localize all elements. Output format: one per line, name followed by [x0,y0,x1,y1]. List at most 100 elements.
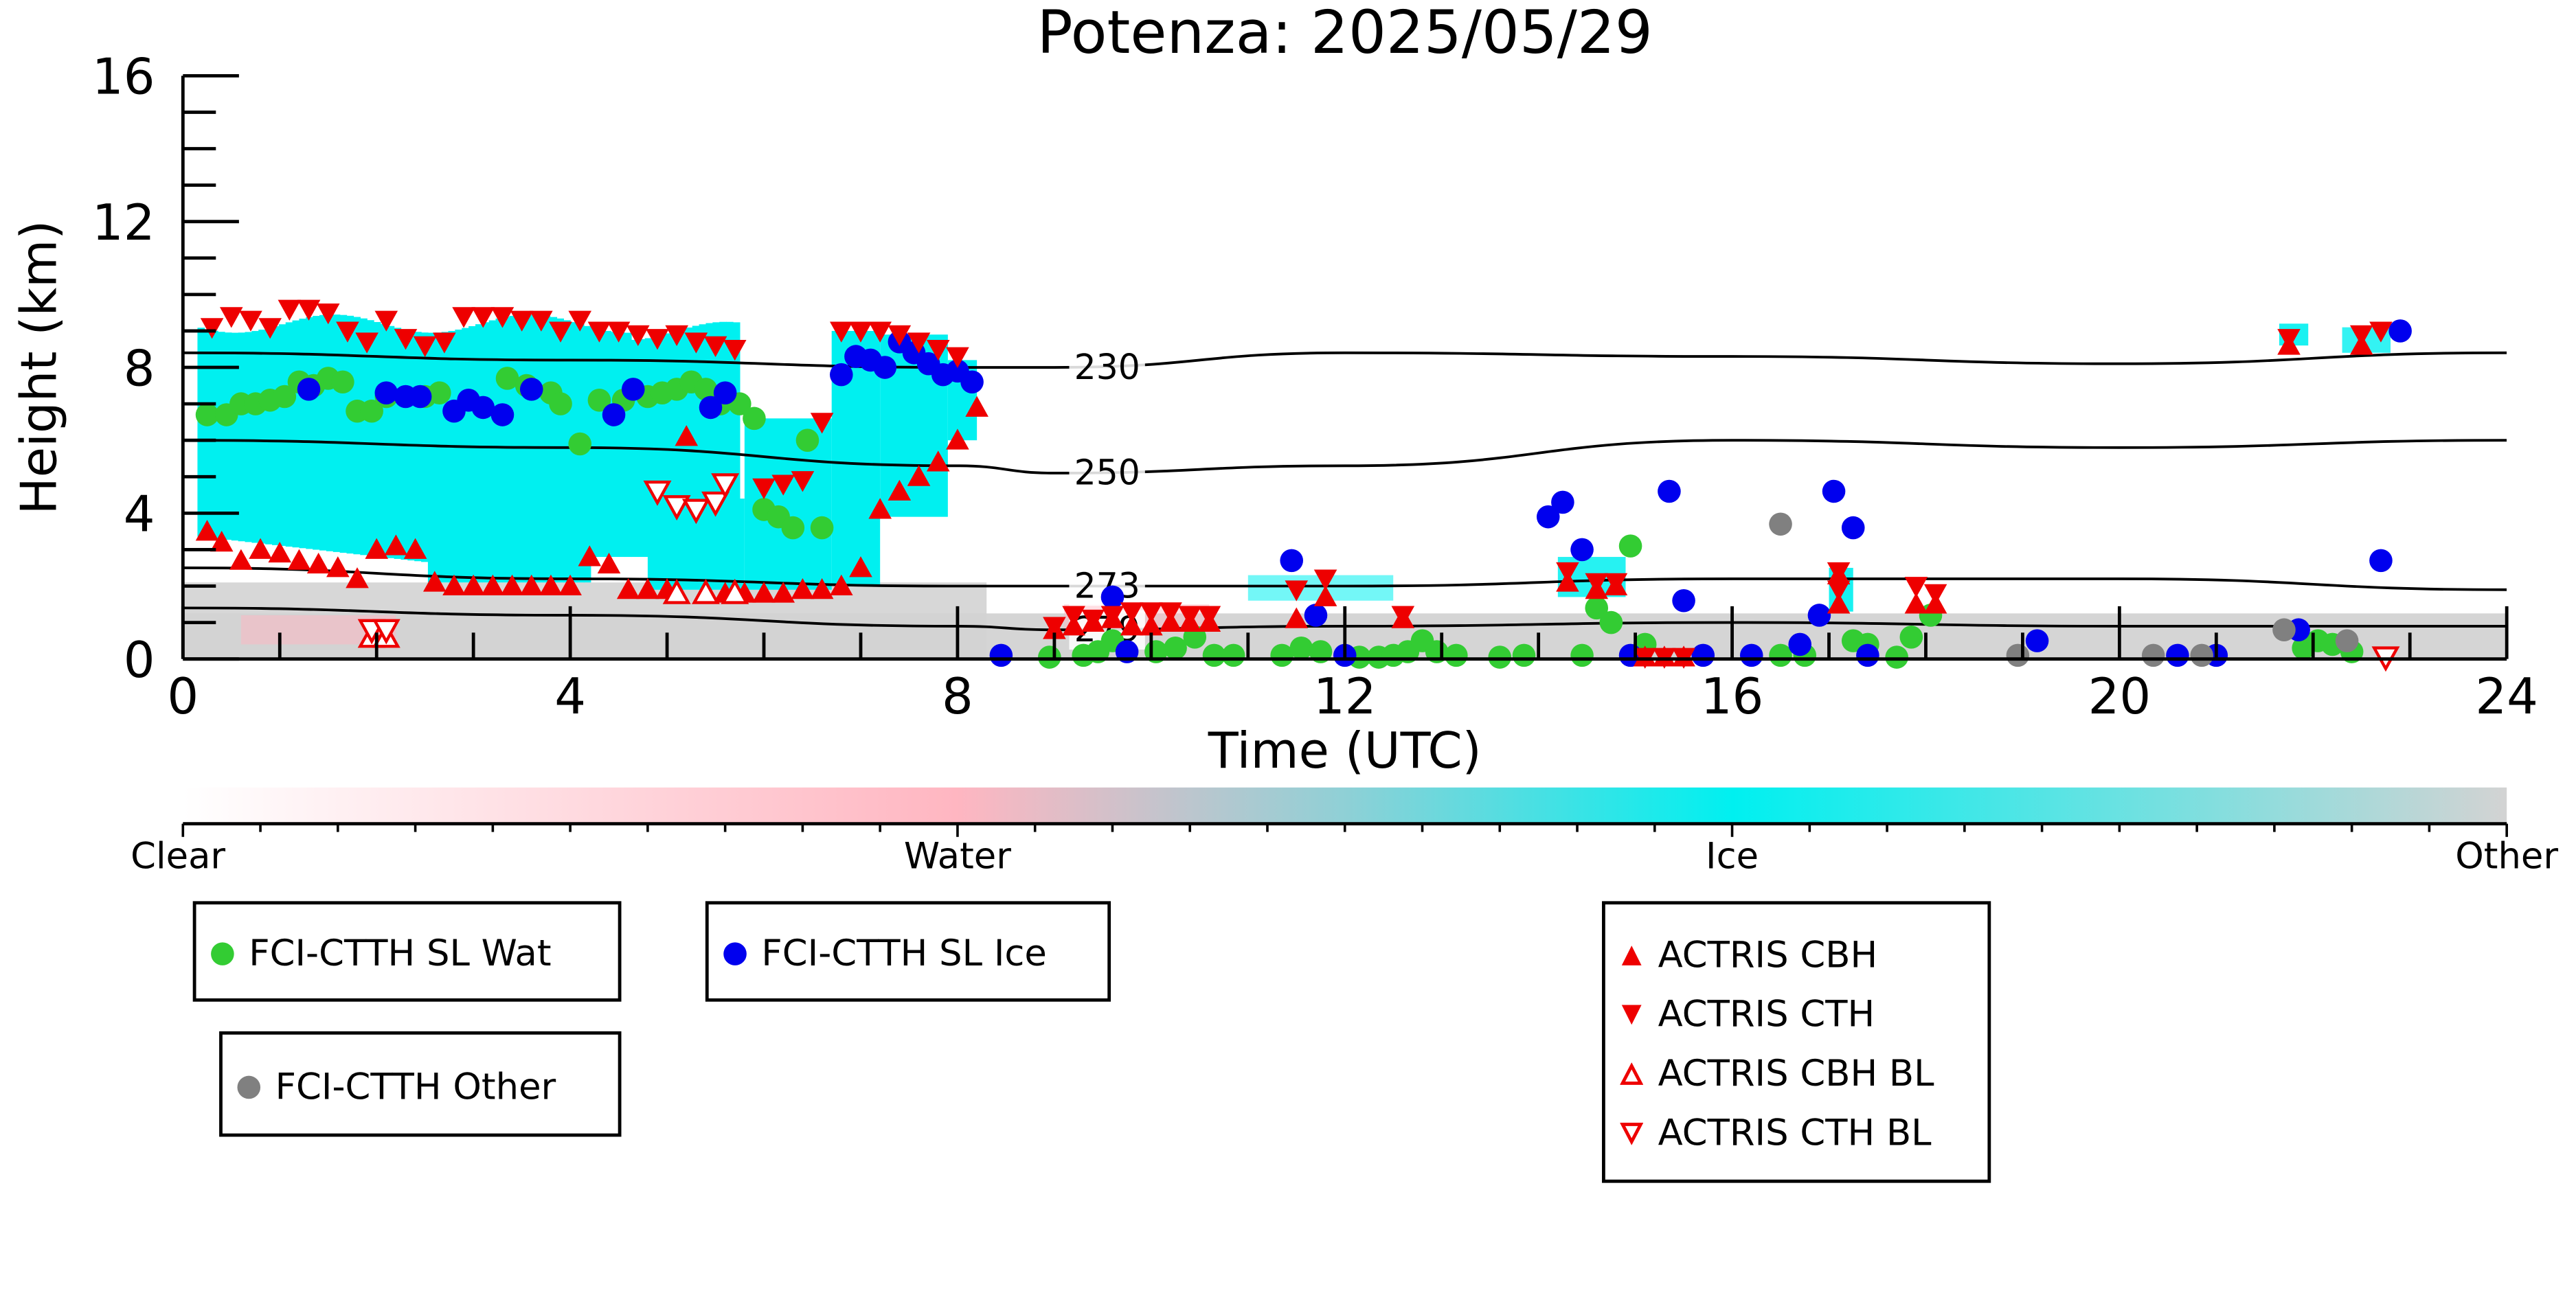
data-point [1120,602,1144,623]
data-point [888,325,912,347]
red-triangle-down-outline-icon [1618,1113,1645,1154]
cloud-band [271,326,280,545]
data-point [907,465,931,486]
data-point [1280,549,1304,573]
data-point [306,552,330,574]
data-point [1739,643,1763,667]
y-axis-label: Height (km) [10,220,68,515]
cloud-band [346,315,354,554]
cloud-band [495,318,504,583]
data-point [2025,629,2049,652]
data-point [626,325,650,347]
data-point [946,428,969,450]
data-point [684,332,708,354]
data-point [587,389,611,412]
data-point [495,367,519,390]
data-point [360,399,383,423]
cloud-band [245,332,253,542]
data-point [2369,549,2393,573]
data-point [1769,512,1792,536]
data-point [471,396,495,420]
legend-other: FCI-CTTH Other [219,1031,622,1137]
data-point [1822,479,1846,503]
cloud-band [618,332,625,558]
cloud-band [692,325,700,558]
data-point [711,473,740,499]
isotherm-label-bg [1069,453,1145,493]
data-point [752,478,776,499]
data-point [374,310,398,332]
cloud-band [556,318,564,583]
data-point [2335,629,2359,652]
cloud-band [204,329,212,538]
data-point [2349,325,2373,347]
cloud-band [319,314,327,551]
gray-circle-icon [236,1066,262,1108]
cloud-band [360,318,368,556]
colorbar-label-ice: Ice [1706,835,1759,877]
data-point [442,574,466,595]
cloud-band [488,320,497,583]
data-point [849,321,872,343]
data-point [1140,615,1163,636]
data-point [2272,618,2296,642]
data-point [519,378,543,401]
x-tick-label: 0 [167,667,199,725]
data-point [703,336,727,357]
x-tick-label: 16 [1701,667,1764,725]
data-point [621,378,645,401]
cloud-band [468,325,476,583]
cloud-band [543,315,551,583]
red-triangle-up-outline-icon [1618,1053,1645,1095]
data-point [662,578,691,604]
colorbar-gradient [183,787,2507,824]
green-circle-icon [210,933,236,974]
cloud-band [224,332,232,540]
data-point [810,578,834,599]
blue-circle-icon [722,933,748,974]
data-point [1202,643,1226,667]
legend-label-ice: FCI-CTTH SL Ice [761,933,1047,975]
x-tick-label: 12 [1313,667,1377,725]
data-point [510,310,534,332]
data-point [530,310,553,332]
data-point [2141,643,2165,667]
data-point [1672,588,1695,613]
data-point [490,403,515,426]
data-point [829,574,853,595]
data-point [701,491,730,517]
data-point [346,567,369,588]
red-triangle-down-icon [1618,994,1645,1035]
isotherm-line [183,439,2507,474]
data-point [1100,606,1125,627]
colorbar-label-clear: Clear [131,835,225,877]
data-point [1923,584,1947,605]
data-point [662,495,691,520]
data-point [2190,643,2213,667]
data-point [210,531,234,552]
data-point [428,381,451,404]
data-point [433,332,456,354]
cloud-band [332,314,341,552]
data-point [1164,636,1187,660]
data-point [462,574,485,595]
data-point [723,340,747,361]
data-point [1197,606,1221,627]
data-point [297,299,321,321]
y-tick-label: 16 [92,48,155,106]
x-axis-label: Time (UTC) [1208,722,1482,779]
data-point [781,516,805,540]
data-point [200,318,224,339]
data-point [1285,607,1309,628]
x-tick-label: 20 [2088,667,2151,725]
cloud-band [421,332,429,562]
data-point [643,480,672,506]
data-point [195,520,219,541]
data-point [1285,580,1309,602]
data-point [1599,610,1623,634]
cloud-band [665,333,673,558]
data-point [1904,577,1928,598]
data-point [1081,609,1105,631]
